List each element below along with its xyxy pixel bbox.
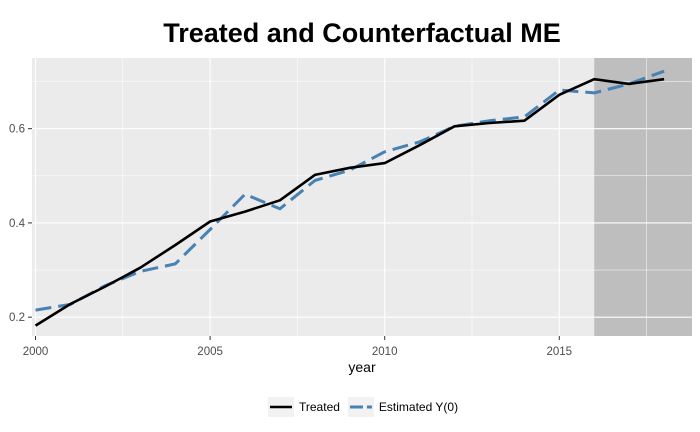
x-tick-label: 2015	[547, 346, 573, 358]
series-line-treated	[34, 77, 665, 327]
post-period-shade	[594, 58, 692, 336]
y-tick-label: 0.2	[9, 312, 25, 324]
x-axis-title: year	[348, 359, 376, 375]
legend-label-treated: Treated	[299, 400, 340, 414]
x-tick-label: 2010	[372, 346, 398, 358]
chart-title: Treated and Counterfactual ME	[163, 18, 561, 48]
y-tick-label: 0.4	[9, 218, 26, 230]
x-tick-label: 2000	[23, 346, 49, 358]
legend-label-estimated-y-0: Estimated Y(0)	[379, 400, 458, 414]
x-tick-label: 2005	[197, 346, 223, 358]
y-tick-label: 0.6	[9, 124, 25, 136]
legend: Treated Estimated Y(0)	[268, 397, 458, 417]
plot-panel	[32, 58, 692, 336]
